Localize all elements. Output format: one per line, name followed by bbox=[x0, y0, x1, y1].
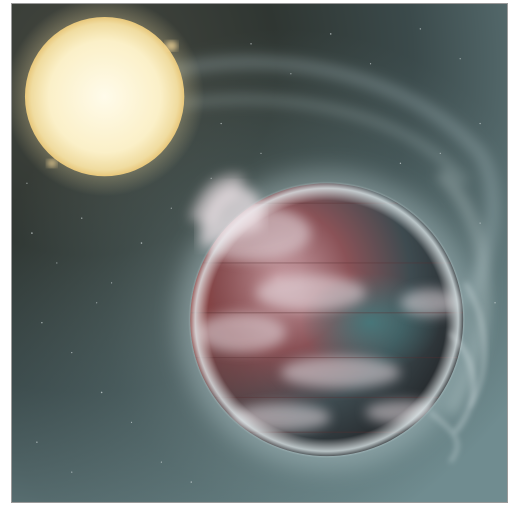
illustration-canvas bbox=[12, 4, 507, 502]
atmospheric-plume bbox=[200, 185, 263, 249]
sun-icon bbox=[12, 4, 205, 197]
exoplanet-illustration bbox=[11, 3, 508, 503]
trailing-wisps bbox=[429, 282, 486, 464]
